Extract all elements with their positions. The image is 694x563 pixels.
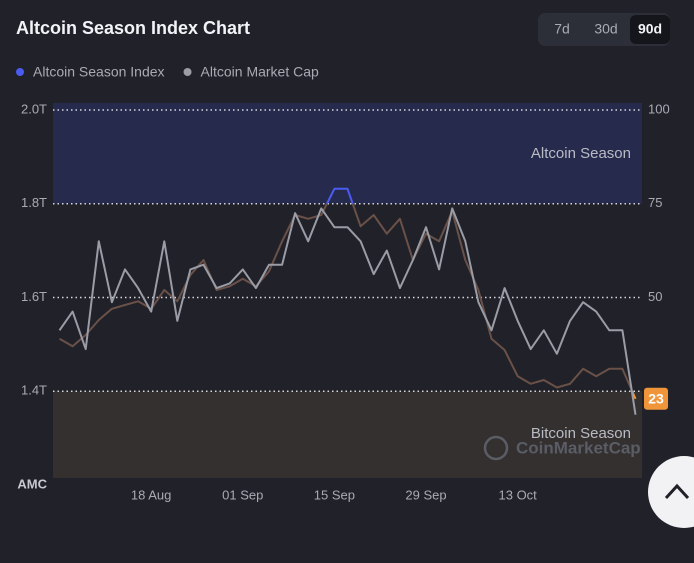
- y-tick-label: 2.0T: [21, 101, 47, 116]
- button-label: 30d: [594, 21, 617, 37]
- watermark: CoinMarketCap: [516, 438, 641, 457]
- y-axis-label: AMC: [17, 476, 47, 491]
- y-tick-label: 1.8T: [21, 195, 47, 210]
- button-label: 90d: [638, 21, 662, 37]
- zone-label: Bitcoin Season: [531, 425, 631, 442]
- active-button-bg: [630, 15, 670, 44]
- range-button[interactable]: 7d: [554, 21, 570, 37]
- button-label: 7d: [554, 21, 570, 37]
- legend-dot: [183, 68, 192, 76]
- legend-label: Altcoin Season Index: [33, 64, 165, 80]
- range-button[interactable]: 90d: [630, 15, 670, 44]
- y2-tick-label: 75: [648, 195, 662, 210]
- legend-label: Altcoin Market Cap: [201, 64, 319, 80]
- x-tick-label: 13 Oct: [499, 487, 538, 502]
- zone-label: Altcoin Season: [531, 145, 631, 162]
- y-tick-label: 1.6T: [21, 289, 47, 304]
- series-line: [58, 207, 637, 415]
- value-badge: [644, 387, 668, 410]
- y2-tick-label: 100: [648, 101, 670, 116]
- legend-dot: [16, 68, 24, 76]
- series-line: [59, 187, 637, 400]
- chevron-icon: [664, 483, 690, 500]
- x-tick-label: 01 Sep: [222, 487, 263, 502]
- x-tick-label: 18 Aug: [131, 487, 172, 502]
- x-tick-label: 29 Sep: [405, 487, 446, 502]
- watermark-logo: [483, 435, 509, 461]
- value-label: 23: [648, 390, 664, 406]
- chart-title: Altcoin Season Index Chart: [16, 18, 250, 38]
- zone-band: [53, 391, 642, 478]
- x-tick-label: 15 Sep: [314, 487, 355, 502]
- zone-band: [53, 103, 642, 204]
- y2-tick-label: 50: [648, 289, 662, 304]
- y-tick-label: 1.4T: [21, 383, 47, 398]
- range-button[interactable]: 30d: [594, 21, 617, 37]
